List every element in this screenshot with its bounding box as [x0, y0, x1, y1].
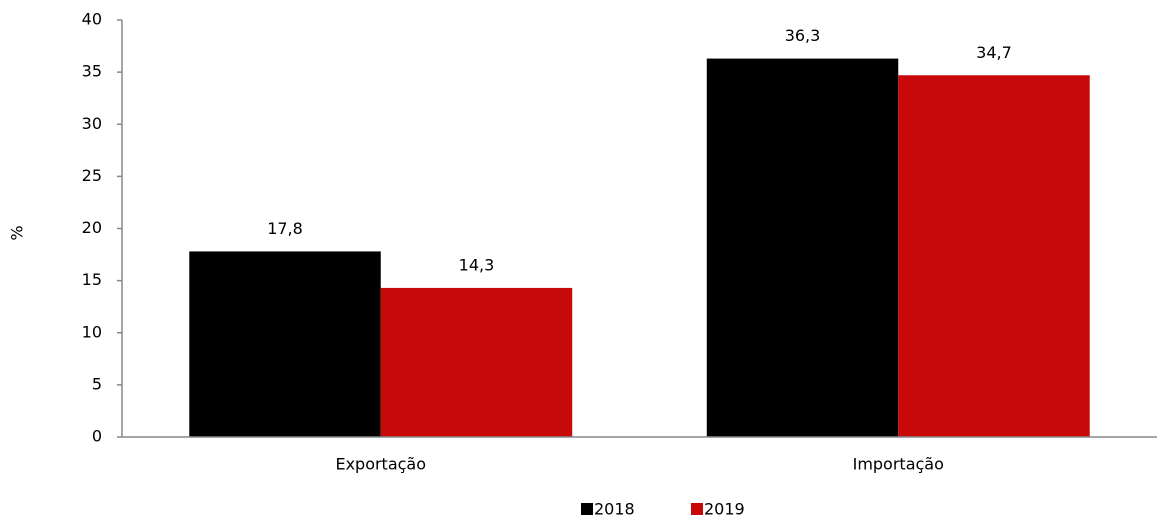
y-tick-label: 25	[82, 166, 102, 185]
bar	[380, 287, 573, 437]
y-tick-label: 10	[82, 322, 102, 341]
legend-swatch	[691, 503, 703, 515]
data-label: 17,8	[267, 219, 303, 238]
y-tick-label: 35	[82, 62, 102, 81]
y-axis-label: %	[8, 225, 27, 240]
bar	[706, 58, 899, 437]
y-tick-label: 5	[92, 374, 102, 393]
legend-label: 2019	[704, 500, 745, 519]
legend-label: 2018	[594, 500, 635, 519]
y-tick-label: 30	[82, 114, 102, 133]
data-label: 34,7	[976, 43, 1012, 62]
y-tick-label: 40	[82, 10, 102, 29]
legend-swatch	[581, 503, 593, 515]
data-label: 14,3	[459, 255, 495, 274]
y-tick-label: 0	[92, 427, 102, 446]
y-tick-label: 15	[82, 270, 102, 289]
bar	[189, 251, 381, 437]
x-tick-label: Importação	[853, 455, 944, 474]
data-label: 36,3	[785, 26, 821, 45]
bar	[898, 75, 1090, 437]
x-tick-label: Exportação	[335, 455, 426, 474]
y-tick-label: 20	[82, 218, 102, 237]
